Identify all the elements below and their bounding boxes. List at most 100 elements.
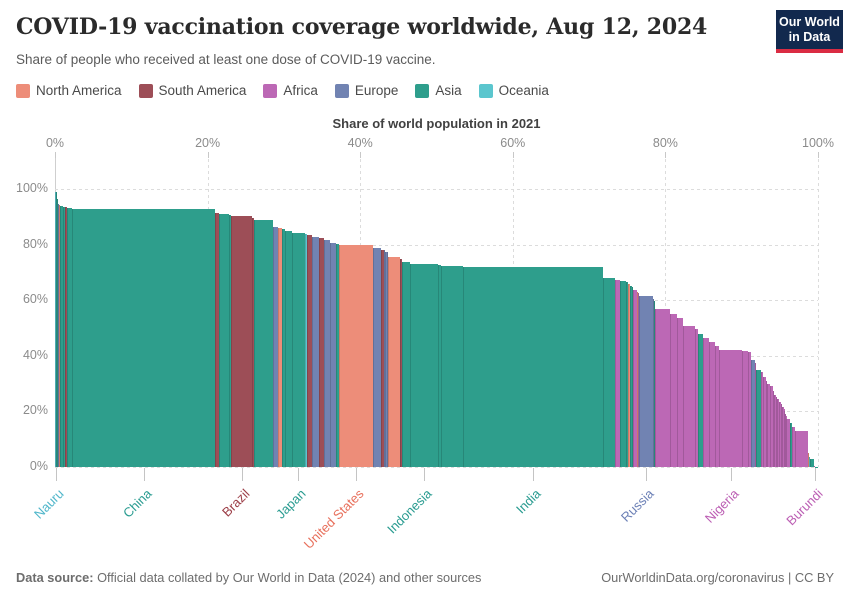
country-bar[interactable] [719, 349, 743, 467]
country-bar[interactable] [228, 215, 231, 467]
country-bar[interactable] [619, 281, 626, 467]
country-bar[interactable] [386, 252, 388, 467]
country-bar[interactable] [304, 233, 308, 467]
country-bar[interactable] [441, 265, 464, 467]
country-bar[interactable] [815, 466, 818, 467]
country-bar[interactable] [637, 293, 639, 467]
country-bar[interactable] [230, 216, 253, 467]
country-bar[interactable] [381, 249, 385, 467]
legend-item-na[interactable]: North America [16, 83, 122, 98]
country-bar[interactable] [769, 386, 773, 467]
country-bar[interactable] [784, 411, 786, 467]
country-bar[interactable] [682, 325, 696, 467]
legend-item-oc[interactable]: Oceania [478, 83, 549, 98]
country-bar[interactable] [754, 362, 757, 467]
country-bar[interactable] [695, 329, 699, 467]
country-bar[interactable] [773, 394, 776, 467]
country-bar[interactable] [252, 217, 255, 467]
country-bar[interactable] [636, 291, 638, 467]
country-bar[interactable] [742, 350, 748, 467]
legend-item-as[interactable]: Asia [415, 83, 462, 98]
country-bar[interactable] [750, 359, 755, 467]
country-bar[interactable] [66, 208, 72, 467]
country-bar[interactable] [809, 457, 811, 467]
country-bar[interactable] [281, 229, 285, 467]
country-bar[interactable] [781, 404, 783, 467]
legend-item-eu[interactable]: Europe [334, 83, 398, 98]
legend-item-sa[interactable]: South America [138, 83, 246, 98]
country-bar[interactable] [323, 240, 330, 467]
country-bar[interactable] [385, 251, 387, 467]
country-bar[interactable] [329, 242, 337, 467]
country-bar[interactable] [336, 244, 339, 467]
owid-link[interactable]: OurWorldinData.org/coronavirus | CC BY [601, 570, 834, 585]
country-bar[interactable] [384, 250, 386, 467]
country-bar[interactable] [810, 458, 815, 467]
country-bar[interactable] [387, 257, 401, 467]
country-bar[interactable] [319, 237, 324, 467]
country-bar[interactable] [215, 212, 219, 467]
country-bar[interactable] [765, 380, 768, 467]
country-bar[interactable] [763, 376, 766, 467]
country-bar[interactable] [782, 407, 784, 467]
country-bar[interactable] [56, 192, 58, 467]
country-bar[interactable] [786, 419, 790, 467]
country-bar[interactable] [714, 346, 720, 467]
country-bar[interactable] [814, 465, 816, 467]
country-bar[interactable] [795, 431, 809, 467]
country-bar[interactable] [71, 209, 216, 467]
country-bar[interactable] [463, 266, 603, 467]
country-bar[interactable] [761, 372, 764, 467]
country-bar[interactable] [808, 452, 810, 467]
country-bar[interactable] [401, 261, 411, 467]
country-bar[interactable] [789, 422, 792, 467]
country-bar[interactable] [756, 369, 762, 467]
country-bar[interactable] [338, 244, 374, 467]
country-bar[interactable] [677, 318, 683, 467]
country-bar[interactable] [655, 308, 670, 467]
country-bar[interactable] [55, 191, 57, 467]
country-bar[interactable] [59, 205, 61, 467]
country-bar[interactable] [292, 232, 305, 467]
country-bar[interactable] [273, 226, 278, 467]
country-bar[interactable] [791, 426, 796, 467]
country-bar[interactable] [669, 314, 678, 467]
country-bar[interactable] [775, 396, 778, 467]
country-bar[interactable] [307, 235, 313, 467]
country-bar[interactable] [767, 383, 770, 467]
country-bar[interactable] [615, 279, 620, 467]
country-bar[interactable] [653, 298, 655, 467]
owid-logo[interactable]: Our World in Data [776, 10, 843, 53]
country-bar[interactable] [218, 214, 229, 467]
country-bar[interactable] [627, 284, 630, 467]
country-bar[interactable] [254, 219, 274, 467]
country-bar[interactable] [638, 296, 654, 467]
country-bar[interactable] [437, 264, 442, 467]
legend-item-af[interactable]: Africa [263, 83, 318, 98]
country-bar[interactable] [400, 259, 402, 467]
country-bar[interactable] [708, 342, 715, 467]
country-bar[interactable] [783, 409, 785, 467]
country-bar[interactable] [654, 300, 656, 467]
country-bar[interactable] [629, 285, 632, 467]
country-bar[interactable] [60, 205, 64, 467]
country-bar[interactable] [625, 282, 628, 467]
country-bar[interactable] [64, 207, 67, 467]
country-bar[interactable] [373, 247, 382, 467]
country-bar[interactable] [698, 334, 704, 467]
country-bar[interactable] [777, 398, 780, 467]
country-bar[interactable] [632, 287, 633, 467]
country-bar[interactable] [277, 227, 282, 467]
country-bar[interactable] [410, 263, 438, 467]
country-bar[interactable] [747, 351, 751, 467]
country-bar[interactable] [602, 278, 616, 467]
country-bar[interactable] [703, 337, 709, 467]
country-bar[interactable] [312, 236, 320, 467]
country-bar[interactable] [57, 204, 59, 467]
country-bar[interactable] [63, 206, 65, 467]
country-bar[interactable] [779, 401, 782, 467]
country-bar[interactable] [632, 289, 637, 467]
country-bar[interactable] [285, 230, 293, 467]
country-bar[interactable] [57, 202, 58, 467]
country-bar[interactable] [772, 390, 774, 467]
